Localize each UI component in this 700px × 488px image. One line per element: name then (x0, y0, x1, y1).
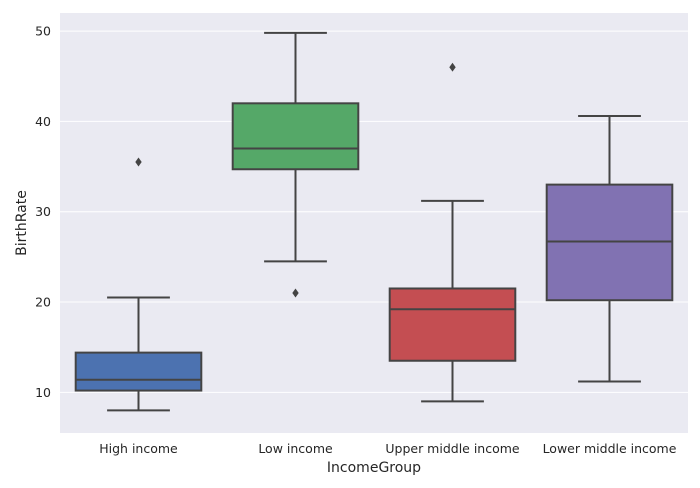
y-tick-labels: 10 20 30 40 50 (35, 24, 51, 400)
y-tick-label-20: 20 (35, 295, 51, 310)
box-body-upper-middle-income (388, 287, 517, 362)
y-tick-label-30: 30 (35, 204, 51, 219)
x-tick-labels: High income Low income Upper middle income… (99, 441, 676, 456)
y-tick-label-50: 50 (35, 24, 51, 39)
box-lower-middle-income (545, 114, 674, 383)
box-upper-middle-income (388, 62, 517, 403)
box-body-high-income (74, 351, 203, 392)
outlier-high-income-0 (135, 157, 142, 167)
x-tick-label-low-income: Low income (258, 441, 333, 456)
y-tick-label-10: 10 (35, 385, 51, 400)
x-tick-label-lower-middle-income: Lower middle income (543, 441, 677, 456)
outlier-low-income-0 (292, 288, 299, 298)
outlier-upper-middle-income-0 (449, 62, 456, 72)
x-tick-label-upper-middle-income: Upper middle income (385, 441, 520, 456)
y-tick-label-40: 40 (35, 114, 51, 129)
boxes (74, 31, 674, 412)
box-low-income (231, 31, 360, 298)
y-axis-label: BirthRate (14, 190, 30, 256)
x-axis-label: IncomeGroup (327, 460, 421, 476)
box-body-low-income (231, 102, 360, 171)
x-tick-label-high-income: High income (99, 441, 178, 456)
box-high-income (74, 157, 203, 412)
